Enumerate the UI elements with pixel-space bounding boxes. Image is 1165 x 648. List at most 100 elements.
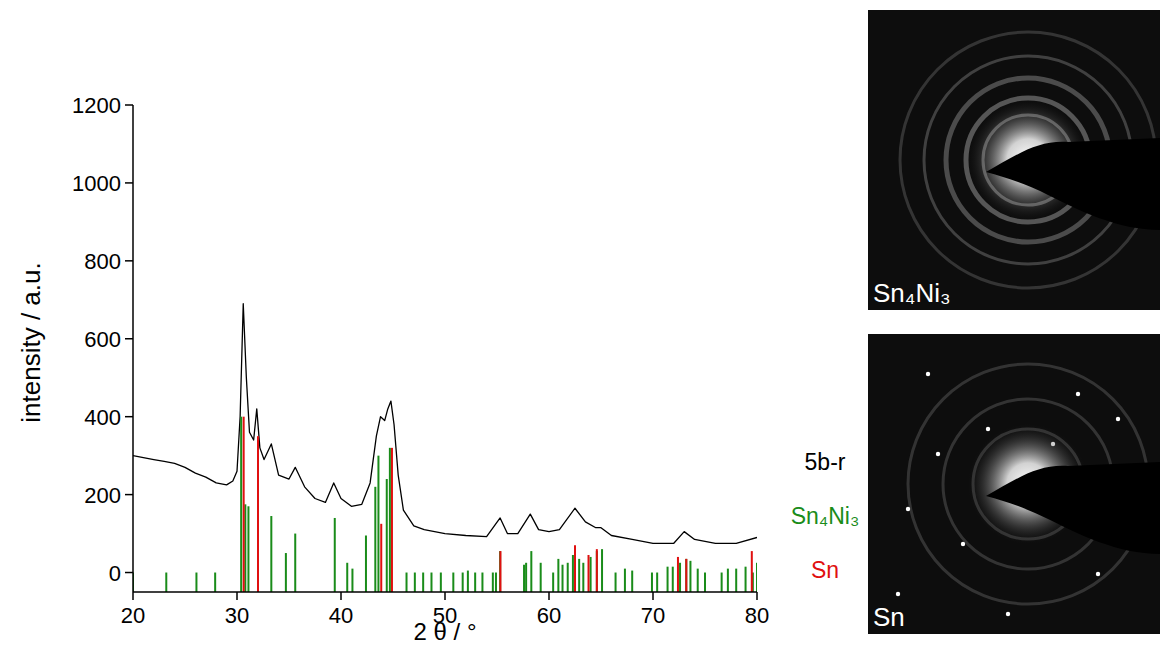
reference-stick [346, 563, 348, 592]
diffraction-spot [961, 542, 965, 546]
x-tick-label: 40 [329, 603, 353, 628]
reference-stick [685, 559, 687, 592]
reference-stick [406, 573, 408, 592]
reference-stick [677, 557, 679, 592]
reference-stick [590, 557, 592, 592]
image-background [868, 10, 1160, 310]
reference-stick [474, 573, 476, 592]
legend-entry: Sn [811, 557, 839, 583]
reference-stick [685, 559, 687, 592]
reference-stick [467, 571, 469, 592]
reference-stick [365, 536, 367, 592]
reference-stick [389, 448, 391, 592]
y-axis [132, 105, 134, 592]
reference-stick [689, 561, 691, 592]
reference-stick [377, 456, 379, 592]
reference-stick [247, 506, 249, 592]
reference-stick [745, 567, 747, 592]
diffraction-spot [1116, 417, 1120, 421]
reference-stick [727, 569, 729, 592]
diffraction-spot [1076, 392, 1080, 396]
reference-stick [294, 534, 296, 592]
beam-stopper [986, 462, 1160, 554]
reference-stick [380, 524, 382, 592]
reference-stick [601, 549, 603, 592]
diffraction-spot [986, 427, 990, 431]
reference-stick [567, 563, 569, 592]
reference-stick [270, 516, 272, 592]
y-tick [125, 494, 133, 496]
reference-stick [572, 555, 574, 592]
reference-stick [735, 569, 737, 592]
reference-stick [430, 573, 432, 592]
reference-stick [615, 573, 617, 592]
diffraction-image: Sn₄Ni₃ [868, 10, 1160, 310]
x-tick [548, 592, 550, 600]
reference-stick [195, 573, 197, 592]
reference-stick [656, 573, 658, 592]
x-tick [756, 592, 758, 600]
reference-stick [582, 563, 584, 592]
reference-stick [562, 565, 564, 592]
x-tick [236, 592, 238, 600]
reference-stick [499, 551, 501, 592]
reference-stick [667, 567, 669, 592]
legend-entry: Sn₄Ni₃ [791, 503, 860, 529]
reference-stick [574, 545, 576, 592]
image-background [868, 334, 1160, 634]
y-tick [125, 572, 133, 574]
reference-stick [523, 565, 525, 592]
reference-stick [588, 555, 590, 592]
reference-stick [578, 559, 580, 592]
reference-stick [422, 573, 424, 592]
reference-stick [414, 573, 416, 592]
reference-stick [452, 573, 454, 592]
reference-stick [386, 479, 388, 592]
diffraction-image: Sn [868, 334, 1160, 634]
x-tick-label: 20 [121, 603, 145, 628]
y-tick-label: 800 [84, 249, 121, 274]
reference-stick [756, 563, 757, 592]
reference-stick [499, 551, 501, 592]
reference-stick [697, 569, 699, 592]
reference-stick [631, 571, 633, 592]
legend-entry: 5b-r [805, 449, 846, 475]
reference-stick [624, 569, 626, 592]
image-label: Sn [873, 602, 905, 632]
x-tick-label: 60 [537, 603, 561, 628]
diffraction-spot [1006, 612, 1010, 616]
reference-stick [285, 553, 287, 592]
x-tick-label: 80 [745, 603, 769, 628]
reference-stick [540, 563, 542, 592]
reference-stick [374, 487, 376, 592]
y-tick-label: 0 [109, 561, 121, 586]
x-tick [444, 592, 446, 600]
x-tick-label: 70 [641, 603, 665, 628]
y-axis-title: intensity / a.u. [16, 262, 46, 422]
pattern-line [133, 304, 757, 544]
diffraction-spot [926, 372, 930, 376]
x-tick-label: 30 [225, 603, 249, 628]
reference-stick [672, 567, 674, 592]
reference-stick [391, 448, 393, 592]
y-tick [125, 338, 133, 340]
reference-stick [596, 549, 598, 592]
y-tick-label: 600 [84, 327, 121, 352]
diffraction-spot [1096, 572, 1100, 576]
figure: 020040060080010001200203040506070802 θ /… [0, 0, 1165, 648]
reference-stick [334, 518, 336, 592]
diffraction-spot [936, 452, 940, 456]
y-tick [125, 260, 133, 262]
y-tick-label: 200 [84, 483, 121, 508]
y-tick [125, 104, 133, 106]
reference-stick [525, 563, 527, 592]
x-tick [652, 592, 654, 600]
reference-stick [530, 551, 532, 592]
y-tick-label: 400 [84, 405, 121, 430]
y-tick-label: 1000 [72, 171, 121, 196]
reference-stick [257, 436, 259, 592]
reference-stick [214, 573, 216, 592]
reference-stick [704, 573, 706, 592]
x-tick [132, 592, 134, 600]
reference-stick [557, 559, 559, 592]
